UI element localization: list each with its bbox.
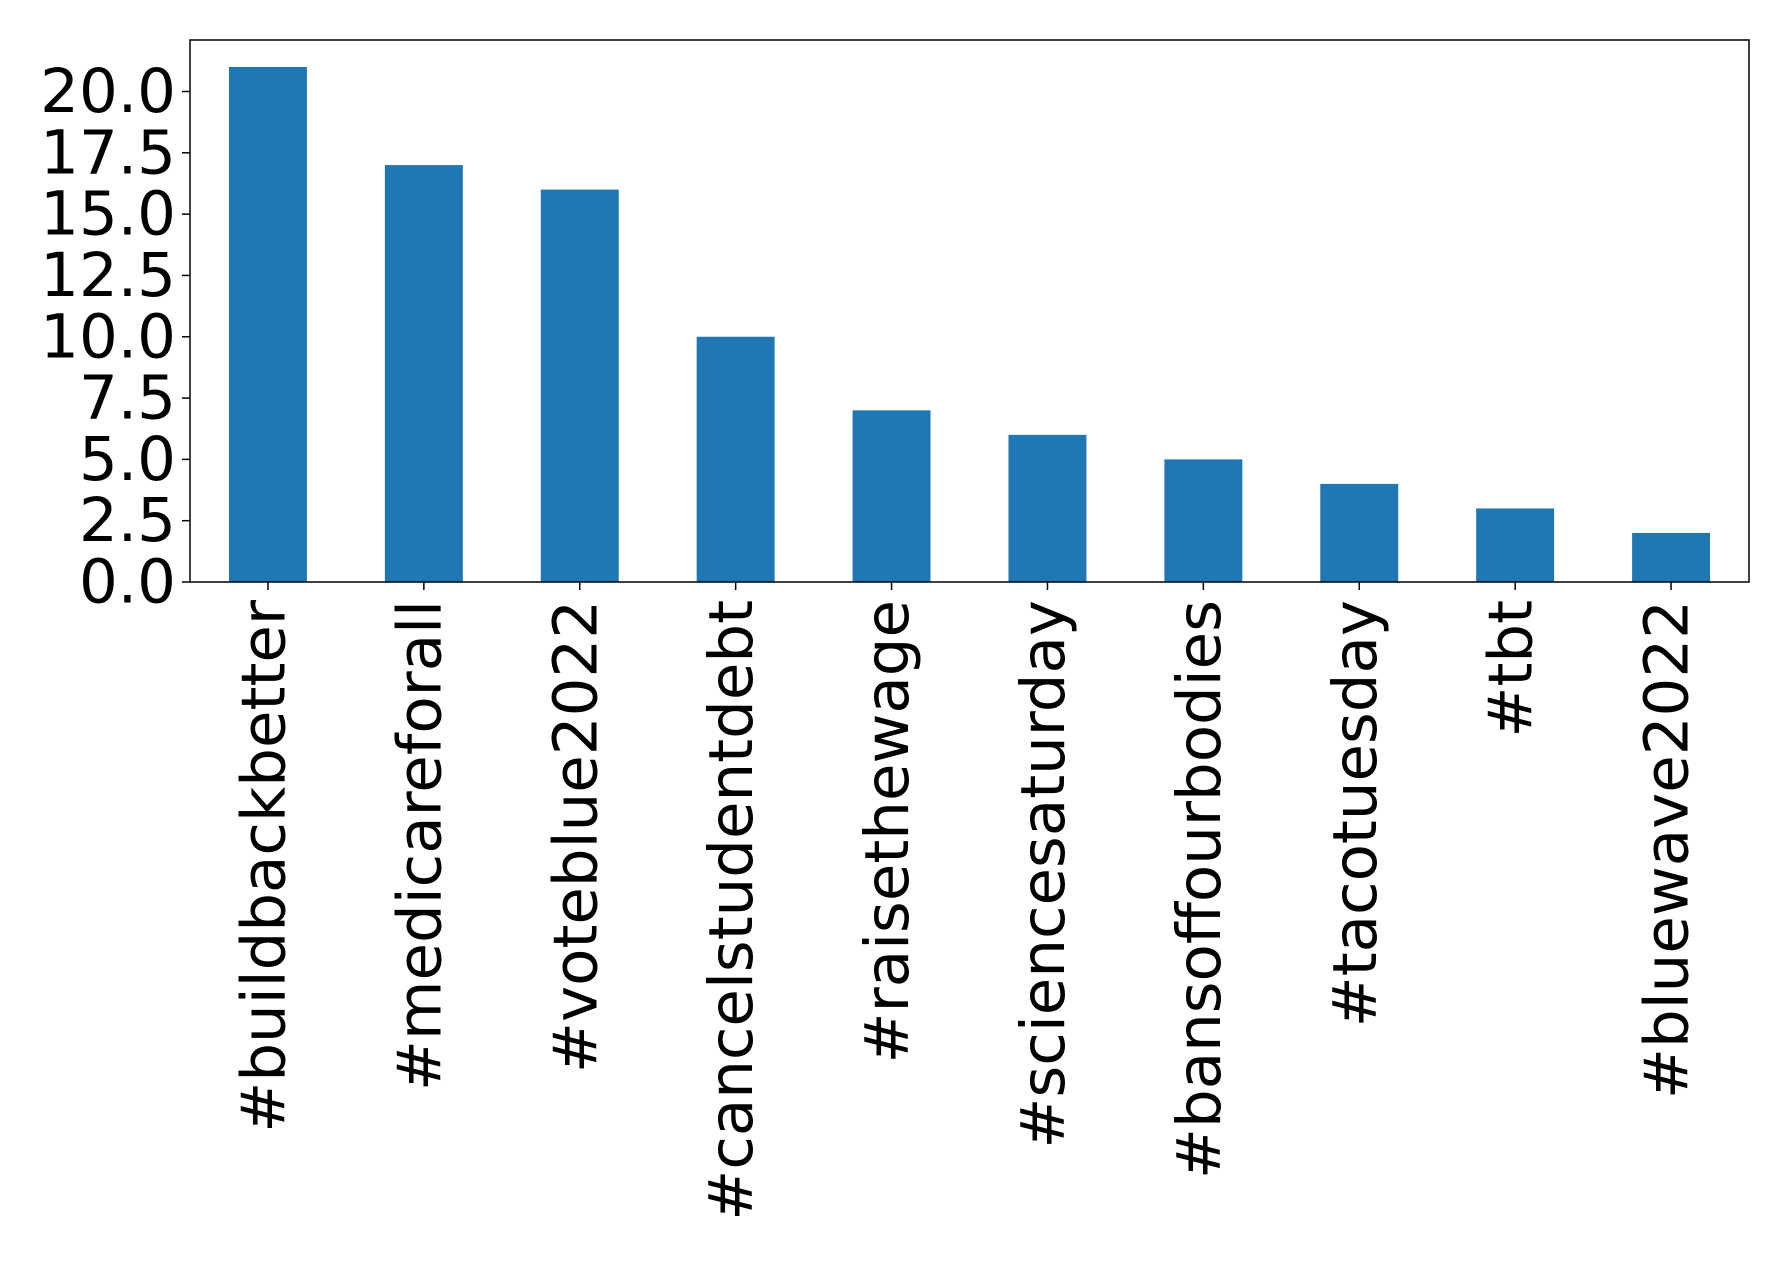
x-tick-label: #medicareforall [384,600,455,1091]
x-tick-label: #bansoffourbodies [1164,600,1235,1179]
x-tick-label: #voteblue2022 [540,600,611,1073]
x-tick-label: #cancelstudentdebt [696,600,767,1221]
y-tick-label: 5.0 [79,424,176,495]
y-axis: 0.02.55.07.510.012.515.017.520.0 [40,56,190,618]
bar-medicareforall [384,165,463,582]
y-tick-label: 10.0 [40,301,176,372]
bars-layer [228,66,1711,583]
x-axis: #buildbackbetter #medicareforall #voteblue… [229,582,1703,1221]
x-tick-label: #sciencesaturday [1008,600,1079,1149]
x-tick-label: #raisethewage [852,600,923,1063]
bar-sciencesaturday [1008,434,1087,582]
x-tick-label: #bluewave2022 [1632,600,1703,1099]
y-tick-label: 12.5 [40,240,176,311]
y-tick-label: 20.0 [40,56,176,127]
bar-tacotuesday [1320,483,1399,582]
bar-voteblue2022 [540,189,619,582]
plot-area-frame [189,39,1750,583]
y-tick-label: 15.0 [40,179,176,250]
bar-bluewave2022 [1632,532,1711,582]
y-tick-label: 7.5 [79,363,176,434]
bar-raisethewage [852,410,931,582]
bar-tbt [1476,508,1555,582]
x-tick-label: #buildbackbetter [229,599,300,1133]
x-tick-label: #tacotuesday [1320,600,1391,1027]
bar-bansoffourbodies [1164,459,1243,582]
y-tick-label: 17.5 [40,117,176,188]
y-tick-label: 0.0 [79,547,176,618]
bar-cancelstudentdebt [696,336,775,582]
bar-buildbackbetter [228,66,307,583]
y-tick-label: 2.5 [79,485,176,556]
x-tick-label: #tbt [1476,600,1547,738]
